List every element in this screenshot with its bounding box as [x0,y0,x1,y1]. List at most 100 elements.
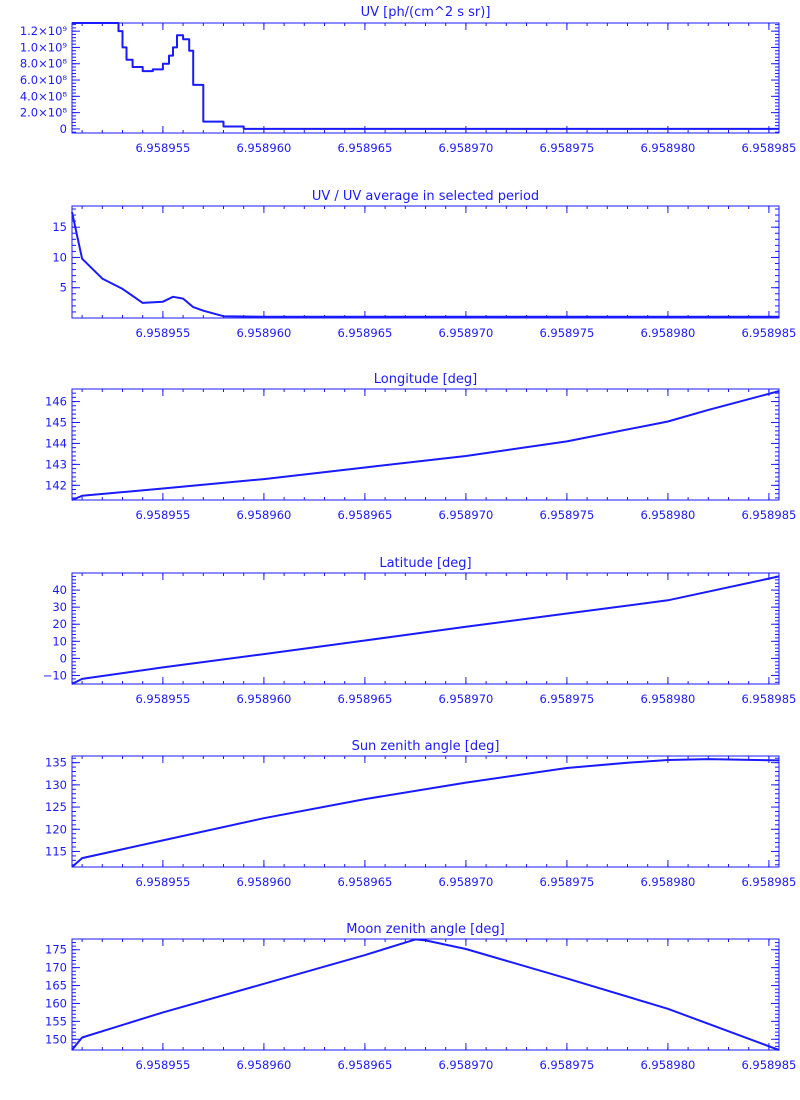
chart-panel-5: Sun zenith angle [deg] 6.958955 6.958960 6.… [45,739,796,889]
x-tick-label: 6.958985 [741,141,796,155]
x-tick-label: 6.958955 [135,141,190,155]
plot-frame [71,755,780,868]
y-tick-label: 2.0×10⁸ [20,106,68,120]
y-tick-label: 5 [60,281,67,295]
x-tick-label: 6.958975 [539,508,594,522]
series-line-1 [71,575,780,685]
x-tick-label: 6.958965 [337,875,392,889]
series-line-1 [71,938,780,1051]
y-tick-label: 142 [45,478,67,492]
x-tick-label: 6.958975 [539,141,594,155]
x-tick-label: 6.958960 [236,508,291,522]
x-tick-label: 6.958960 [236,1058,291,1072]
y-tick-label: 0 [60,122,67,136]
y-tick-label: 143 [45,457,67,471]
x-tick-label: 6.958985 [741,875,796,889]
chart-title: UV [ph/(cm^2 s sr)] [361,5,491,20]
x-tick-label: 6.958955 [135,875,190,889]
x-tick-label: 6.958975 [539,875,594,889]
plot-frame [71,388,780,501]
plot-frame [71,205,780,319]
x-tick-label: 6.958960 [236,692,291,706]
chart-title: UV / UV average in selected period [312,189,539,204]
plot-frame [71,22,780,134]
x-tick-label: 6.958980 [640,508,695,522]
series-line-1 [71,390,780,501]
x-tick-label: 6.958970 [438,692,493,706]
y-tick-label: 120 [45,822,67,836]
chart-panel-6: Moon zenith angle [deg] 6.958955 6.958960 6… [45,922,796,1072]
x-tick-label: 6.958985 [741,1058,796,1072]
chart-title: Latitude [deg] [379,556,471,571]
y-tick-label: 145 [45,416,67,430]
y-tick-label: 4.0×10⁸ [20,89,68,103]
y-tick-label: 175 [45,943,67,957]
x-tick-label: 6.958970 [438,141,493,155]
y-tick-label: 130 [45,778,67,792]
chart-panel-1: UV [ph/(cm^2 s sr)] 6.958955 6.958960 6.958… [20,5,797,155]
x-tick-label: 6.958980 [640,875,695,889]
x-tick-label: 6.958980 [640,326,695,340]
y-tick-label: 160 [45,996,67,1010]
x-tick-label: 6.958965 [337,692,392,706]
x-tick-label: 6.958955 [135,508,190,522]
x-tick-label: 6.958980 [640,1058,695,1072]
y-tick-label: 30 [52,600,67,614]
y-tick-label: 155 [45,1014,67,1028]
x-tick-label: 6.958960 [236,141,291,155]
y-tick-label: 6.0×10⁸ [20,73,68,87]
y-tick-label: 150 [45,1032,67,1046]
series-line-1 [72,22,779,130]
x-tick-label: 6.958970 [438,875,493,889]
x-tick-label: 6.958970 [438,326,493,340]
x-tick-label: 6.958955 [135,326,190,340]
x-tick-label: 6.958955 [135,1058,190,1072]
x-tick-label: 6.958975 [539,326,594,340]
y-tick-label: 144 [45,436,67,450]
y-tick-label: 0 [60,651,67,665]
x-tick-label: 6.958985 [741,326,796,340]
y-tick-label: 10 [52,634,67,648]
x-tick-label: 6.958965 [337,1058,392,1072]
chart-panel-2: UV / UV average in selected period 6.9589… [52,189,796,340]
x-tick-label: 6.958970 [438,1058,493,1072]
y-tick-label: 115 [45,844,67,858]
x-tick-label: 6.958975 [539,692,594,706]
series-line-1 [71,758,780,868]
y-tick-label: 40 [52,583,67,597]
x-tick-label: 6.958985 [741,692,796,706]
y-tick-label: 1.2×10⁹ [20,24,68,38]
y-tick-label: 10 [52,250,67,264]
chart-panel-3: Longitude [deg] 6.958955 6.958960 6.958965 6… [45,372,796,522]
x-tick-label: 6.958965 [337,508,392,522]
x-tick-label: 6.958980 [640,141,695,155]
x-tick-label: 6.958960 [236,875,291,889]
plot-frame [71,572,780,685]
y-tick-label: −10 [43,668,67,682]
x-tick-label: 6.958970 [438,508,493,522]
chart-title: Longitude [deg] [374,372,477,387]
plot-frame [71,938,780,1051]
y-tick-label: 146 [45,395,67,409]
x-tick-label: 6.958975 [539,1058,594,1072]
x-tick-label: 6.958960 [236,326,291,340]
x-tick-label: 6.958965 [337,141,392,155]
y-tick-label: 1.0×10⁹ [20,40,68,54]
x-tick-label: 6.958965 [337,326,392,340]
y-tick-label: 15 [52,220,67,234]
y-tick-label: 170 [45,961,67,975]
chart-title: Sun zenith angle [deg] [352,739,500,754]
y-tick-label: 8.0×10⁸ [20,57,68,71]
series-line-1 [71,211,779,318]
x-tick-label: 6.958985 [741,508,796,522]
x-tick-label: 6.958955 [135,692,190,706]
y-tick-label: 165 [45,979,67,993]
y-tick-label: 125 [45,800,67,814]
chart-title: Moon zenith angle [deg] [346,922,504,937]
y-tick-label: 135 [45,756,67,770]
y-tick-label: 20 [52,617,67,631]
x-tick-label: 6.958980 [640,692,695,706]
chart-panel-4: Latitude [deg] 6.958955 6.958960 6.958965 6.… [43,556,797,706]
